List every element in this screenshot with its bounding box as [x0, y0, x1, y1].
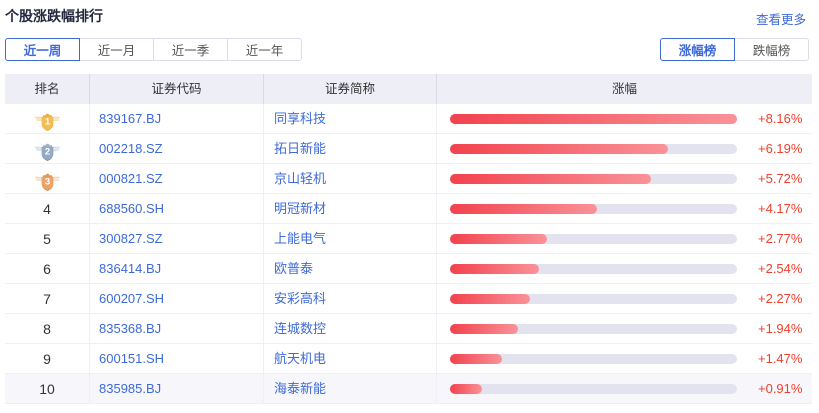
svg-text:2: 2 [44, 146, 49, 157]
svg-text:3: 3 [44, 176, 49, 187]
svg-text:1: 1 [44, 116, 50, 127]
